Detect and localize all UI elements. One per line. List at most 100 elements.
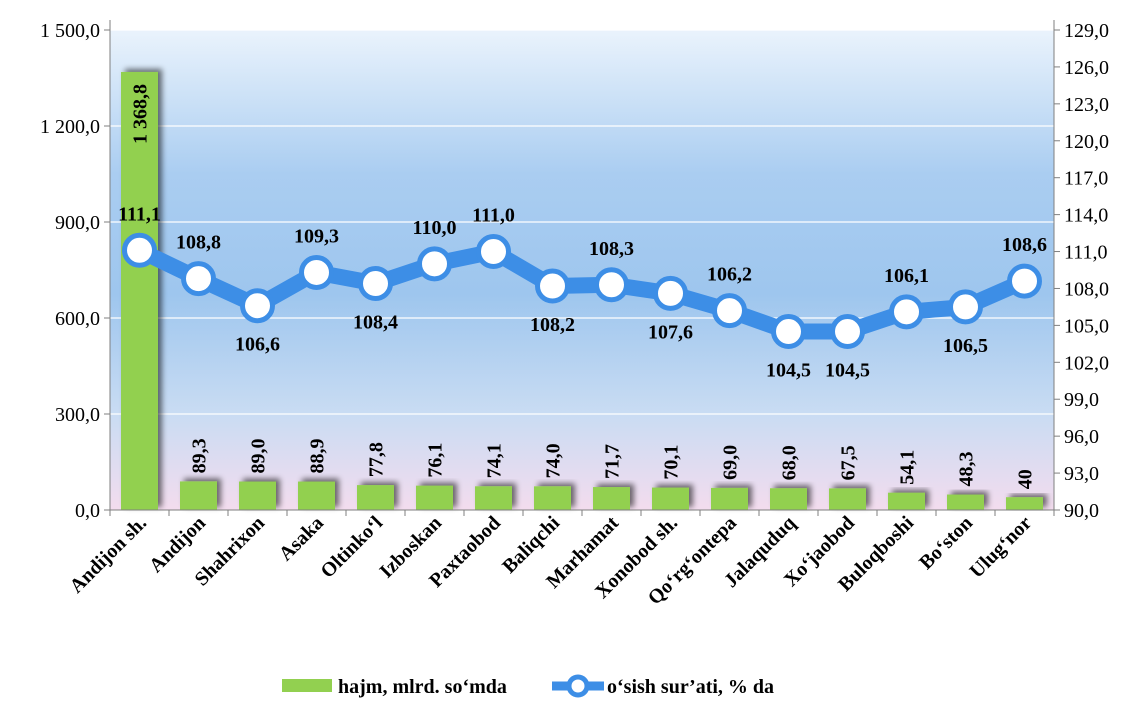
line-series (122, 232, 1042, 350)
bar-4 (357, 485, 394, 510)
bar-label-12: 67,5 (838, 445, 860, 480)
right-tick-label-10: 120,0 (1064, 131, 1109, 153)
line-label-14: 106,5 (943, 335, 988, 357)
bar-3 (298, 481, 335, 510)
bar-12 (829, 488, 866, 510)
bar-2 (239, 481, 276, 510)
bar-13 (888, 492, 925, 510)
line-point-10 (712, 293, 747, 329)
right-tick-label-13: 129,0 (1064, 20, 1109, 42)
line-point-4 (358, 266, 393, 302)
legend: hajm, mlrd. so‘mda o‘sish sur’ati, % da (282, 674, 774, 698)
line-point-15 (1007, 263, 1042, 299)
line-label-15: 108,6 (1002, 234, 1047, 256)
right-tick-label-7: 111,0 (1064, 242, 1108, 264)
right-tick-label-12: 126,0 (1064, 57, 1109, 79)
series-line (131, 242, 1033, 340)
legend-line-label: o‘sish sur’ati, % da (607, 676, 774, 698)
bar-0 (121, 71, 158, 510)
bar-label-2: 89,0 (248, 439, 270, 474)
line-point-3 (299, 254, 334, 290)
line-point-11 (771, 314, 806, 350)
bar-label-10: 69,0 (720, 445, 742, 480)
bar-series (121, 71, 1043, 510)
bar-label-14: 48,3 (956, 452, 978, 487)
line-point-7 (535, 268, 570, 304)
line-point-9 (653, 275, 688, 311)
legend-bar-swatch (282, 679, 332, 692)
bar-10 (711, 487, 748, 510)
axes (104, 20, 1060, 516)
right-tick-label-5: 105,0 (1064, 315, 1109, 337)
line-point-8 (594, 267, 629, 303)
category-label-4: Oltinko‘l (316, 512, 387, 583)
right-tick-label-8: 114,0 (1064, 205, 1108, 227)
bar-label-7: 74,0 (543, 443, 565, 478)
line-label-2: 106,6 (235, 334, 280, 356)
line-label-5: 110,0 (413, 217, 457, 239)
bar-label-9: 70,1 (661, 445, 683, 480)
bar-label-1: 89,3 (189, 438, 211, 473)
bar-14 (947, 494, 984, 510)
legend-bar-label: hajm, mlrd. so‘mda (338, 676, 507, 698)
line-label-10: 106,2 (707, 264, 752, 286)
right-tick-label-3: 99,0 (1064, 389, 1099, 411)
category-label-3: Asaka (275, 512, 328, 565)
left-tick-label-4: 1 200,0 (40, 116, 100, 138)
bar-label-5: 76,1 (425, 443, 447, 478)
legend-line-marker (566, 674, 590, 698)
line-point-13 (889, 294, 924, 330)
right-tick-label-0: 90,0 (1064, 500, 1099, 522)
bar-label-8: 71,7 (602, 444, 624, 479)
right-tick-label-4: 102,0 (1064, 352, 1109, 374)
plot-background (110, 30, 1054, 510)
line-point-0 (122, 232, 157, 268)
line-label-4: 108,4 (353, 312, 398, 334)
right-axis-tick-labels: 90,0 93,0 96,0 99,0 102,0 105,0 108,0 111,0 114,… (1064, 20, 1109, 522)
right-tick-label-11: 123,0 (1064, 94, 1109, 116)
bar-1 (180, 481, 217, 510)
right-tick-label-1: 93,0 (1064, 463, 1099, 485)
line-label-13: 106,1 (884, 265, 929, 287)
right-tick-label-2: 96,0 (1064, 426, 1099, 448)
line-label-3: 109,3 (294, 225, 339, 247)
bar-label-15: 40 (1015, 469, 1037, 489)
line-label-0: 111,1 (118, 203, 161, 225)
line-point-2 (240, 288, 275, 324)
bar-label-6: 74,1 (484, 443, 506, 478)
bar-9 (652, 487, 689, 510)
bar-label-13: 54,1 (897, 450, 919, 485)
left-tick-label-0: 0,0 (75, 500, 100, 522)
left-tick-label-5: 1 500,0 (40, 20, 100, 42)
left-axis-tick-labels: 0,0 300,0 600,0 900,0 1 200,0 1 500,0 (40, 20, 100, 522)
bar-11 (770, 488, 807, 510)
line-label-9: 107,6 (648, 321, 693, 343)
line-label-11: 104,5 (766, 360, 811, 382)
bar-5 (416, 485, 453, 510)
category-label-0: Andijon sh. (66, 512, 152, 598)
left-tick-label-3: 900,0 (55, 212, 100, 234)
bar-label-0: 1 368,8 (130, 84, 152, 144)
bar-7 (534, 486, 571, 510)
left-tick-label-1: 300,0 (55, 404, 100, 426)
bar-label-11: 68,0 (779, 445, 801, 480)
line-point-12 (830, 314, 865, 350)
line-point-5 (417, 246, 452, 282)
left-tick-label-2: 600,0 (55, 308, 100, 330)
line-data-labels: 111,1 108,8 106,6 109,3 108,4 110,0 111,0 108,2… (118, 203, 1047, 381)
line-point-6 (476, 234, 511, 270)
right-tick-label-9: 117,0 (1064, 168, 1108, 190)
line-label-12: 104,5 (825, 360, 870, 382)
line-label-1: 108,8 (176, 232, 221, 254)
bar-8 (593, 487, 630, 510)
line-point-1 (181, 261, 216, 297)
right-tick-label-6: 108,0 (1064, 278, 1109, 300)
bar-6 (475, 486, 512, 510)
bar-label-4: 77,8 (366, 442, 388, 477)
bar-label-3: 88,9 (307, 439, 329, 474)
bar-15 (1006, 497, 1043, 510)
line-label-6: 111,0 (472, 205, 515, 227)
line-label-8: 108,3 (589, 238, 634, 260)
